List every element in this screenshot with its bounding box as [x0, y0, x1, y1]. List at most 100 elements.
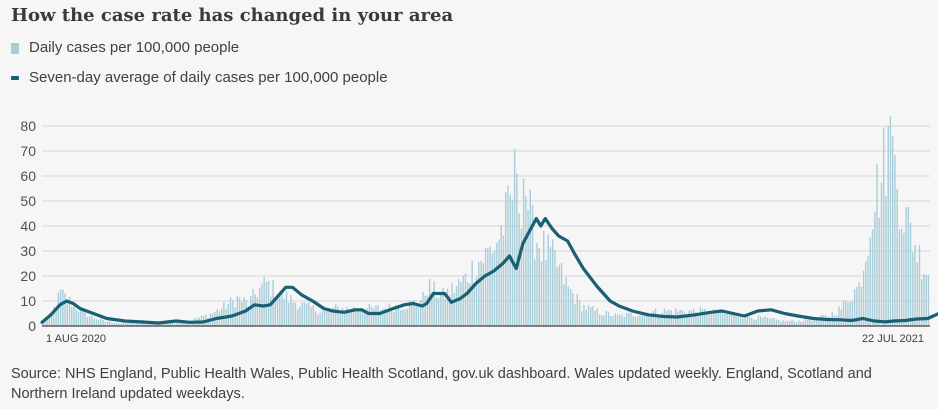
daily-cases-bar: [907, 206, 910, 326]
daily-cases-bar: [127, 322, 129, 326]
daily-cases-bar: [57, 292, 60, 326]
daily-cases-bar: [279, 294, 281, 326]
daily-cases-bar: [619, 314, 621, 326]
daily-cases-bar: [757, 315, 760, 326]
daily-cases-bar: [768, 318, 771, 326]
daily-cases-bar: [473, 282, 476, 326]
daily-cases-bar: [104, 321, 107, 326]
daily-cases-bar: [75, 309, 77, 326]
daily-cases-bar: [388, 303, 391, 326]
daily-cases-bar: [565, 277, 567, 326]
daily-cases-bar: [62, 289, 64, 326]
source-note: Source: NHS England, Public Health Wales…: [11, 366, 872, 402]
daily-cases-bar: [417, 304, 420, 326]
daily-cases-bar: [346, 306, 348, 326]
daily-cases-bar: [871, 229, 874, 326]
daily-cases-bar: [856, 287, 858, 326]
daily-cases-bar: [903, 232, 905, 326]
daily-cases-bar: [576, 294, 578, 326]
daily-cases-bar: [804, 318, 807, 326]
legend-bar-swatch: [11, 42, 19, 54]
y-axis-ticks: 0 10 20 30 40 50 60 70 80: [20, 118, 36, 334]
daily-cases-bar: [55, 307, 57, 326]
daily-cases-bar: [786, 320, 789, 326]
daily-cases-bar: [359, 311, 362, 326]
daily-cases-bar: [71, 306, 73, 326]
daily-cases-bar: [657, 314, 659, 326]
daily-cases-bar: [616, 314, 619, 326]
daily-cases-bar: [102, 319, 104, 326]
daily-cases-bar: [891, 136, 894, 326]
daily-cases-bar: [397, 307, 400, 326]
daily-cases-bar: [567, 286, 570, 326]
daily-cases-bar: [100, 318, 102, 326]
daily-cases-bar: [288, 302, 290, 326]
daily-cases-bar: [502, 235, 505, 326]
daily-cases-bar: [766, 317, 769, 326]
daily-cases-bar: [818, 317, 820, 326]
daily-cases-bar: [847, 302, 849, 326]
daily-cases-bar: [536, 242, 538, 326]
daily-cases-bar: [140, 321, 142, 326]
daily-cases-bar: [744, 318, 746, 326]
daily-cases-bar: [860, 286, 863, 326]
daily-cases-bar: [909, 222, 912, 326]
daily-cases-bar: [68, 296, 71, 326]
daily-cases-bar: [276, 297, 279, 326]
daily-cases-bar: [800, 321, 802, 326]
daily-cases-bar: [303, 302, 306, 326]
daily-cases-bar: [851, 301, 854, 326]
daily-cases-bar: [815, 318, 818, 326]
daily-cases-bar: [688, 310, 690, 326]
daily-cases-bar: [650, 313, 652, 326]
daily-cases-bar: [719, 309, 722, 326]
daily-cases-bar: [639, 315, 641, 326]
daily-cases-bar: [842, 301, 845, 326]
daily-cases-bar: [583, 305, 585, 326]
daily-cases-bar: [124, 323, 127, 326]
daily-cases-bar: [404, 309, 406, 326]
daily-cases-bar: [527, 209, 529, 326]
daily-cases-bar: [337, 306, 339, 326]
daily-cases-bar: [245, 299, 247, 326]
daily-cases-bar: [730, 314, 733, 326]
daily-cases-bar: [77, 311, 80, 326]
daily-cases-bar: [867, 255, 869, 326]
y-tick-label-60: 60: [20, 168, 36, 184]
daily-cases-bar: [753, 319, 755, 326]
daily-cases-bar: [66, 301, 68, 326]
daily-cases-bar: [109, 321, 111, 326]
daily-cases-bar: [632, 316, 634, 326]
daily-cases-bar: [728, 314, 731, 326]
daily-cases-bar: [543, 230, 545, 326]
daily-cases-bar: [771, 318, 773, 326]
daily-cases-bar: [733, 313, 735, 326]
daily-cases-bar: [737, 316, 740, 326]
daily-cases-bar: [390, 308, 393, 326]
daily-cases-bar: [440, 293, 442, 326]
daily-cases-bar: [914, 245, 916, 326]
daily-cases-bar: [762, 317, 764, 326]
daily-cases-bar: [352, 306, 355, 326]
daily-cases-bar: [232, 299, 234, 326]
daily-cases-bar: [547, 234, 549, 326]
daily-cases-bar: [332, 307, 335, 326]
y-tick-label-0: 0: [28, 318, 36, 334]
daily-cases-bar: [151, 322, 153, 326]
daily-cases-bar: [373, 308, 375, 326]
daily-cases-bar: [849, 302, 851, 326]
daily-cases-bar: [889, 116, 892, 327]
daily-cases-bar: [699, 306, 701, 326]
daily-cases-bar: [424, 295, 426, 326]
daily-cases-bar: [415, 303, 417, 326]
daily-cases-bar: [294, 302, 297, 326]
daily-cases-bar: [321, 310, 323, 326]
daily-cases-bar: [484, 247, 487, 326]
daily-cases-bar: [603, 315, 605, 326]
daily-cases-bar: [115, 323, 118, 326]
daily-cases-bar: [59, 289, 62, 326]
daily-cases-bar: [169, 322, 171, 326]
daily-cases-bar: [97, 319, 100, 326]
daily-cases-bar: [500, 225, 502, 326]
daily-cases-bar: [364, 312, 366, 326]
